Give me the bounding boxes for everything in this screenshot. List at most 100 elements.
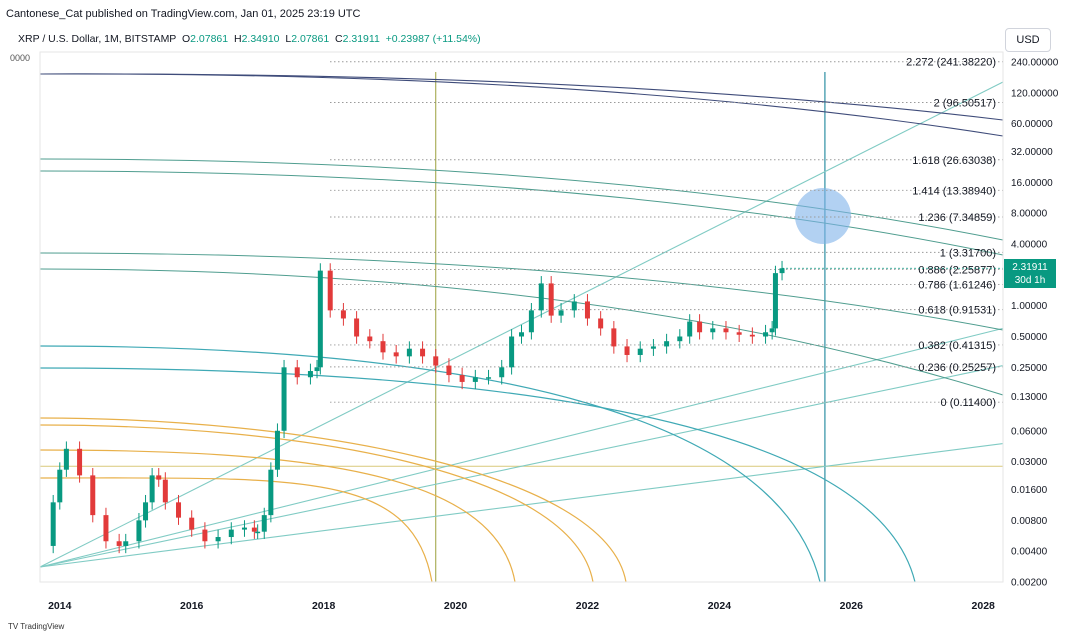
candle-body <box>241 527 247 530</box>
arc-curve <box>39 252 1004 331</box>
candle-body <box>90 475 96 516</box>
candle-body <box>710 328 716 333</box>
arc-curve <box>39 170 1004 256</box>
candle-body <box>143 502 149 521</box>
candle-body <box>261 515 267 532</box>
x-tick-label: 2016 <box>180 600 204 612</box>
candle-body <box>624 346 630 355</box>
candle-body <box>123 541 129 546</box>
arc-curve <box>39 158 1004 241</box>
candle-body <box>723 328 729 333</box>
y-tick-label: 0.00200 <box>1011 578 1048 589</box>
candle-body <box>77 448 83 476</box>
candle-body <box>519 332 524 337</box>
y-tick-label: 8.00000 <box>1011 209 1048 220</box>
y-tick-label: 0.06000 <box>1011 426 1048 437</box>
arc-curve <box>39 449 516 583</box>
x-tick-label: 2024 <box>708 600 732 612</box>
candle-body <box>156 475 162 480</box>
candle-body <box>189 517 195 530</box>
candle-body <box>281 367 287 431</box>
change-value: +0.23987 (+11.54%) <box>385 33 481 45</box>
candle-body <box>327 270 333 311</box>
arc-curve <box>39 345 821 583</box>
open-label: O <box>181 33 191 45</box>
fib-level-label: 0 (0.11400) <box>941 397 996 409</box>
fib-level-label: 1.414 (13.38940) <box>912 185 996 197</box>
candle-body <box>63 448 69 470</box>
candle-body <box>274 430 280 470</box>
fib-level-label: 0.236 (0.25257) <box>918 362 996 374</box>
candle-body <box>420 348 426 357</box>
candle-body <box>584 301 590 319</box>
candle-body <box>116 541 122 546</box>
y-tick-label: 4.00000 <box>1011 240 1048 251</box>
candle-body <box>446 365 452 376</box>
arc-curve <box>39 424 594 583</box>
symbol-name[interactable]: XRP / U.S. Dollar, 1M, BITSTAMP <box>18 33 177 45</box>
candle-body <box>548 283 554 316</box>
candle-body <box>687 321 693 337</box>
candle-body <box>176 502 182 518</box>
candle-body <box>307 371 313 378</box>
fan-line <box>39 443 1004 568</box>
candle-body <box>393 352 399 357</box>
candle-body <box>571 301 577 311</box>
candle-body <box>380 341 386 353</box>
x-tick-label: 2018 <box>312 600 336 612</box>
candle-body <box>314 367 320 372</box>
arc-curve <box>39 477 433 583</box>
candle-body <box>459 375 465 382</box>
candle-body <box>538 283 544 311</box>
y-tick-label: 0.50000 <box>1011 332 1048 343</box>
candle-body <box>779 268 785 274</box>
low-value: 2.07861 <box>291 33 330 45</box>
candle-body <box>677 336 683 342</box>
candle-body <box>255 531 261 534</box>
candle-body <box>268 469 274 516</box>
close-label: C <box>335 33 343 45</box>
candles-layer <box>50 260 1003 554</box>
x-tick-label: 2014 <box>48 600 72 612</box>
candle-body <box>340 310 346 319</box>
arc-curve <box>39 73 1004 137</box>
left-cut-label: 0000 <box>10 53 31 63</box>
candle-body <box>228 529 234 538</box>
arc-curve <box>39 73 1004 121</box>
y-tick-label: 16.00000 <box>1011 178 1053 189</box>
arc-curve <box>39 367 916 583</box>
candle-body <box>772 273 778 329</box>
y-tick-label: 240.00000 <box>1011 58 1059 69</box>
open-value: 2.07861 <box>190 33 229 45</box>
candle-body <box>354 318 360 337</box>
fib-level-label: 2 (96.50517) <box>934 98 996 110</box>
y-tick-label: 0.25000 <box>1011 363 1048 374</box>
tradingview-logo: TV TradingView <box>8 622 65 631</box>
y-tick-label: 0.13000 <box>1011 392 1048 403</box>
y-tick-label: 1.00000 <box>1011 301 1048 312</box>
candle-body <box>433 356 439 366</box>
candle-body <box>598 318 604 329</box>
candle-body <box>763 332 769 337</box>
arc-curve <box>39 268 1004 396</box>
y-tick-label: 0.00800 <box>1011 516 1048 527</box>
x-tick-label: 2020 <box>444 600 468 612</box>
fan-line <box>39 327 1004 568</box>
candle-body <box>509 336 515 368</box>
candle-body <box>136 520 142 542</box>
high-value: 2.34910 <box>241 33 280 45</box>
candle-body <box>317 270 323 368</box>
candle-body <box>528 310 534 333</box>
candle-body <box>650 346 656 349</box>
highlight-circle <box>795 188 851 244</box>
attribution-text: Cantonese_Cat published on TradingView.c… <box>6 8 361 20</box>
fib-level-label: 2.272 (241.38220) <box>906 57 996 69</box>
fib-level-label: 0.618 (0.91531) <box>918 305 996 317</box>
fan-line <box>39 365 1004 568</box>
y-tick-label: 0.03000 <box>1011 457 1048 468</box>
y-tick-label: 120.00000 <box>1011 88 1059 99</box>
currency-button[interactable]: USD <box>1005 28 1051 52</box>
candle-body <box>149 475 155 503</box>
candle-body <box>162 479 168 503</box>
